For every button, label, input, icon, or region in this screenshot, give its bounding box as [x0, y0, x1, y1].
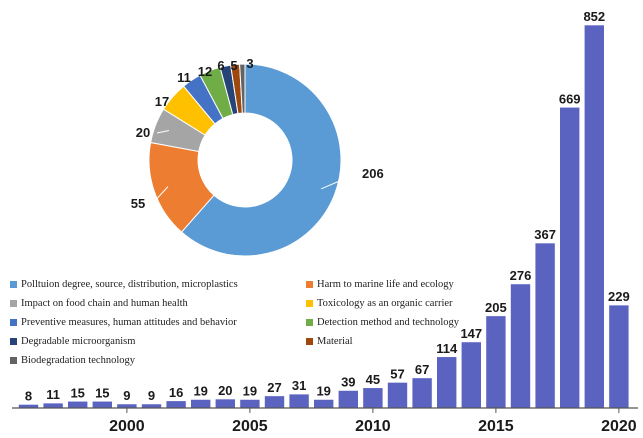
- legend-item-5: Detection method and technology: [306, 315, 516, 329]
- bar-label-2008: 19: [316, 383, 330, 398]
- bar-2011: [387, 382, 408, 409]
- donut-chart: [148, 63, 342, 257]
- legend-label-2: Impact on food chain and human health: [21, 297, 188, 309]
- bar-2005: [239, 399, 261, 409]
- legend-swatch-5: [306, 318, 313, 326]
- bar-label-2011: 57: [390, 366, 404, 381]
- donut-label-2: 20: [136, 125, 150, 140]
- bar-label-2016: 276: [510, 268, 532, 283]
- bar-label-2002: 16: [169, 385, 183, 400]
- bar-2003: [190, 399, 211, 409]
- bar-2020: [608, 304, 630, 409]
- donut-label-6: 6: [217, 58, 224, 73]
- legend-item-7: Material: [306, 334, 516, 348]
- legend-item-8: Biodegradation technology: [10, 353, 306, 367]
- bar-2010: [362, 387, 384, 409]
- bar-2004: [215, 398, 236, 409]
- bar-1998: [67, 400, 88, 409]
- bar-label-2014: 147: [460, 326, 482, 341]
- x-tick-label-2005: 2005: [232, 418, 268, 435]
- bar-2019: [583, 24, 605, 409]
- bar-2017: [534, 242, 556, 409]
- legend-swatch-2: [10, 299, 17, 307]
- x-tick-label-2000: 2000: [109, 418, 145, 435]
- bar-2000: [116, 403, 138, 409]
- legend-label-6: Degradable microorganism: [21, 335, 136, 347]
- legend-label-4: Preventive measures, human attitudes and…: [21, 316, 237, 328]
- bar-label-1998: 15: [70, 385, 84, 400]
- donut-slice-0: [180, 63, 342, 257]
- legend-label-7: Material: [317, 335, 353, 347]
- x-tick-label-2010: 2010: [355, 418, 391, 435]
- bar-label-2020: 229: [608, 289, 630, 304]
- donut-label-1: 55: [131, 196, 145, 211]
- bar-label-2017: 367: [534, 227, 556, 242]
- donut-label-5: 12: [198, 64, 212, 79]
- legend-item-2: Impact on food chain and human health: [10, 296, 306, 310]
- legend-item-1: Harm to marine life and ecology: [306, 277, 516, 291]
- donut-label-7: 5: [230, 58, 237, 73]
- bar-2018: [559, 106, 581, 409]
- bar-label-2013: 114: [436, 341, 458, 356]
- donut-slice-8: [239, 63, 246, 114]
- bar-2012: [411, 377, 433, 409]
- bar-series: [18, 24, 630, 409]
- bar-2007: [288, 393, 310, 409]
- bar-1999: [92, 400, 113, 409]
- donut-value-labels: 206 55 20 17 11 12 6 5 3: [131, 56, 384, 211]
- bar-label-2010: 45: [366, 372, 380, 387]
- bar-2006: [264, 395, 285, 409]
- bar-label-2009: 39: [341, 374, 355, 389]
- legend-item-4: Preventive measures, human attitudes and…: [10, 315, 306, 329]
- legend-label-8: Biodegradation technology: [21, 354, 136, 366]
- bar-label-2003: 19: [193, 383, 207, 398]
- legend-swatch-3: [306, 299, 313, 307]
- bar-label-2004: 20: [218, 383, 232, 398]
- legend-item-0: Polltuion degree, source, distribution, …: [10, 277, 306, 291]
- legend-label-5: Detection method and technology: [317, 316, 460, 328]
- bar-2008: [313, 399, 335, 409]
- bar-2002: [165, 400, 187, 409]
- donut-label-4: 11: [177, 70, 191, 85]
- bar-label-2001: 9: [148, 388, 155, 403]
- bar-label-2000: 9: [123, 388, 130, 403]
- bar-label-1997: 11: [46, 387, 60, 402]
- bar-2001: [141, 403, 162, 409]
- legend-label-3: Toxicology as an organic carrier: [317, 297, 453, 309]
- legend-swatch-4: [10, 318, 17, 326]
- legend-label-0: Polltuion degree, source, distribution, …: [21, 278, 238, 290]
- bar-label-2015: 205: [485, 300, 507, 315]
- bar-label-2012: 67: [415, 362, 429, 377]
- legend-swatch-0: [10, 280, 17, 288]
- legend-item-3: Toxicology as an organic carrier: [306, 296, 516, 310]
- bar-2009: [337, 390, 359, 409]
- donut-label-8: 3: [246, 56, 253, 71]
- legend-swatch-8: [10, 356, 17, 364]
- legend-swatch-7: [306, 337, 313, 345]
- bar-label-1996: 8: [25, 388, 32, 403]
- x-axis-ticks: 2000 2005 2010 2015 2020: [109, 408, 637, 435]
- x-tick-label-2020: 2020: [601, 418, 637, 435]
- donut-label-3: 17: [155, 94, 169, 109]
- x-tick-label-2015: 2015: [478, 418, 514, 435]
- donut-leader-1: [151, 186, 169, 205]
- bar-label-1999: 15: [95, 385, 109, 400]
- legend-swatch-6: [10, 337, 17, 345]
- bar-label-2019: 852: [583, 9, 605, 24]
- legend-item-6: Degradable microorganism: [10, 334, 306, 348]
- donut-legend: Polltuion degree, source, distribution, …: [10, 277, 510, 367]
- legend-swatch-1: [306, 280, 313, 288]
- bar-label-2006: 27: [267, 380, 281, 395]
- bar-1997: [42, 402, 64, 409]
- legend-label-1: Harm to marine life and ecology: [317, 278, 454, 290]
- bar-label-2018: 669: [559, 91, 581, 106]
- bar-label-2005: 19: [243, 383, 257, 398]
- donut-leader-2: [156, 130, 170, 134]
- bar-label-2007: 31: [292, 378, 306, 393]
- donut-leader-0: [321, 173, 357, 190]
- donut-label-0: 206: [362, 166, 384, 181]
